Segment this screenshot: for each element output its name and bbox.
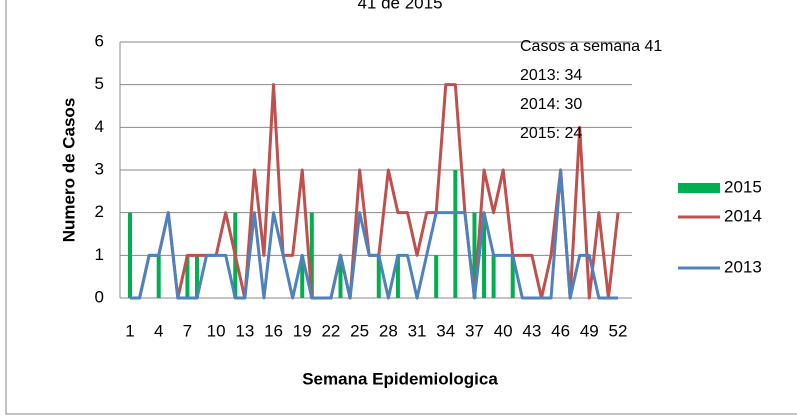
x-axis-title: Semana Epidemiologica: [302, 369, 498, 388]
bar: [128, 212, 132, 298]
x-tick-label: 1: [125, 321, 134, 340]
bar: [309, 212, 314, 298]
x-tick-label: 4: [154, 321, 163, 340]
y-axis-title: Numero de Casos: [59, 98, 78, 243]
y-tick-label: 5: [95, 74, 104, 93]
annotation: 2015: 24: [520, 125, 582, 142]
bar: [395, 255, 400, 298]
bar: [194, 255, 199, 298]
y-tick-label: 6: [95, 31, 104, 50]
annotation: 2014: 30: [520, 96, 582, 113]
bar: [453, 170, 458, 298]
x-tick-label: 13: [235, 321, 254, 340]
chart-title: 41 de 2015: [357, 0, 442, 12]
x-tick-label: 43: [522, 321, 541, 340]
y-tick-label: 1: [95, 245, 104, 264]
bar: [156, 255, 161, 298]
x-tick-label: 19: [293, 321, 312, 340]
bar: [376, 255, 381, 298]
y-tick-label: 4: [95, 117, 104, 136]
bar: [185, 255, 190, 298]
x-tick-label: 34: [436, 321, 455, 340]
x-tick-label: 16: [264, 321, 283, 340]
bar: [491, 255, 496, 298]
x-tick-label: 10: [207, 321, 226, 340]
x-tick-label: 40: [494, 321, 513, 340]
x-tick-label: 25: [350, 321, 369, 340]
legend-label: 2014: [724, 206, 762, 225]
x-tick-label: 22: [321, 321, 340, 340]
chart-border: [5, 0, 797, 415]
line: [130, 168, 618, 300]
x-tick-label: 52: [609, 321, 628, 340]
x-tick-label: 49: [580, 321, 599, 340]
bar: [300, 255, 305, 298]
x-tick-label: 37: [465, 321, 484, 340]
x-tick-label: 7: [183, 321, 192, 340]
y-tick-label: 0: [95, 287, 104, 306]
bar: [434, 255, 439, 298]
bar: [472, 212, 477, 298]
bar: [510, 255, 515, 298]
bar: [482, 212, 487, 298]
annotation: Casos a semana 41: [520, 38, 662, 55]
y-tick-label: 2: [95, 202, 104, 221]
x-tick-label: 28: [379, 321, 398, 340]
x-tick-label: 46: [551, 321, 570, 340]
bar: [338, 255, 343, 298]
legend-label: 2015: [724, 177, 762, 196]
x-tick-label: 31: [408, 321, 427, 340]
legend-label: 2013: [724, 257, 762, 276]
y-tick-label: 3: [95, 159, 104, 178]
annotation: 2013: 34: [520, 67, 582, 84]
legend-swatch: [678, 183, 720, 193]
